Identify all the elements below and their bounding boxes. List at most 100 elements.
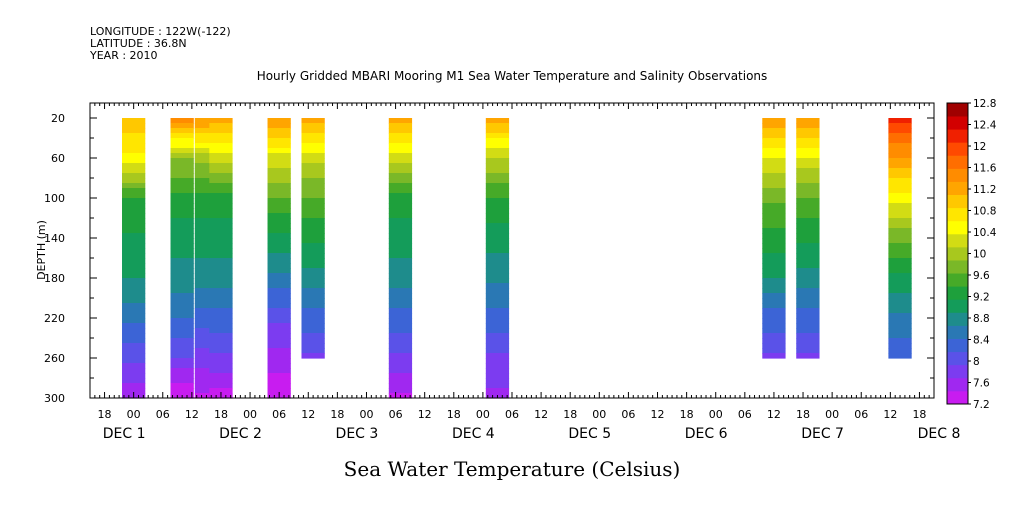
profile-cell xyxy=(122,218,146,224)
profile-cell xyxy=(170,388,194,394)
profile-cell xyxy=(485,258,510,264)
profile-cell xyxy=(301,143,325,149)
profile-cell xyxy=(267,133,291,139)
profile-cell xyxy=(301,283,325,289)
profile-cell xyxy=(888,213,912,219)
profile-cell xyxy=(170,253,194,259)
x-hour-label: 00 xyxy=(359,408,373,421)
profile-cell xyxy=(209,308,233,314)
profile-cell xyxy=(301,273,325,279)
x-hour-label: 12 xyxy=(883,408,897,421)
profile-cell xyxy=(762,168,786,174)
profile-cell xyxy=(267,188,291,194)
x-hour-label: 12 xyxy=(534,408,548,421)
profile-cell xyxy=(194,363,219,369)
profile-cell xyxy=(762,243,786,249)
profile-cell xyxy=(796,308,820,314)
x-hour-label: 18 xyxy=(563,408,577,421)
profile-cell xyxy=(209,153,233,159)
profile-cell xyxy=(122,323,146,329)
profile-cell xyxy=(796,198,820,204)
profile-cell xyxy=(209,163,233,169)
profile-cell xyxy=(194,148,219,154)
profile-cell xyxy=(796,123,820,129)
profile-cell xyxy=(301,258,325,264)
profile-cell xyxy=(170,308,194,314)
profile-cell xyxy=(170,313,194,319)
profile-cell xyxy=(796,213,820,219)
profile-cell xyxy=(796,313,820,319)
x-axis-title: Sea Water Temperature (Celsius) xyxy=(344,457,681,481)
profile-cell xyxy=(485,273,510,279)
colorbar-swatch xyxy=(947,155,968,169)
profile-cell xyxy=(170,348,194,354)
profile-cell xyxy=(267,178,291,184)
profile-cell xyxy=(762,313,786,319)
profile-cell xyxy=(485,193,510,199)
x-hour-label: 06 xyxy=(621,408,635,421)
profile-cell xyxy=(122,243,146,249)
profile-cell xyxy=(762,178,786,184)
y-tick-label: 100 xyxy=(44,192,65,205)
profile-cell xyxy=(485,203,510,209)
profile-cell xyxy=(388,268,413,274)
profile-cell xyxy=(194,158,219,164)
profile-cell xyxy=(388,248,413,254)
profile-cell xyxy=(485,213,510,219)
profile-cell xyxy=(388,363,413,369)
profile-cell xyxy=(796,173,820,179)
profile-cell xyxy=(388,233,413,239)
profile-cell xyxy=(267,263,291,269)
y-tick-label: 220 xyxy=(44,312,65,325)
profile-cell xyxy=(209,328,233,334)
profile-cell xyxy=(194,168,219,174)
x-hour-label: 18 xyxy=(98,408,112,421)
x-hour-label: 18 xyxy=(680,408,694,421)
colorbar-label: 12.4 xyxy=(973,120,997,132)
profile-cell xyxy=(485,343,510,349)
profile-cell xyxy=(267,368,291,374)
profile-cell xyxy=(388,348,413,354)
profile-cell xyxy=(796,138,820,144)
profile-columns xyxy=(122,118,912,399)
profile-cell xyxy=(122,273,146,279)
profile-cell xyxy=(888,278,912,284)
profile-cell xyxy=(122,278,146,284)
colorbar-label: 11.2 xyxy=(973,184,996,196)
profile-cell xyxy=(888,293,912,299)
profile-cell xyxy=(194,273,219,279)
profile-cell xyxy=(209,343,233,349)
profile-cell xyxy=(888,298,912,304)
profile-cell xyxy=(267,228,291,234)
profile-cell xyxy=(796,163,820,169)
profile-cell xyxy=(267,308,291,314)
colorbar: 7.2 7.6 8 8.4 8.8 9.2 9.6 10 10.4 10.8 11.2 11.6 12 1… xyxy=(946,98,997,411)
profile-cell xyxy=(209,128,233,134)
profile-cell xyxy=(209,143,233,149)
colorbar-swatch xyxy=(947,246,968,261)
profile-cell xyxy=(209,188,233,194)
profile-cell xyxy=(194,208,219,214)
profile-cell xyxy=(301,203,325,209)
y-tick-label: 180 xyxy=(44,272,65,285)
profile-cell xyxy=(388,323,413,329)
profile-cell xyxy=(762,133,786,139)
profile-cell xyxy=(267,238,291,244)
profile-cell xyxy=(762,118,786,124)
y-tick-label: 140 xyxy=(44,232,65,245)
profile-cell xyxy=(209,338,233,344)
profile-cell xyxy=(388,388,413,394)
profile-cell xyxy=(301,288,325,294)
profile-cell xyxy=(267,383,291,389)
profile-cell xyxy=(209,323,233,329)
colorbar-swatch xyxy=(947,351,968,366)
profile-cell xyxy=(209,283,233,289)
profile-column xyxy=(267,118,291,399)
profile-cell xyxy=(888,348,912,354)
profile-cell xyxy=(388,288,413,294)
profile-cell xyxy=(301,163,325,169)
profile-cell xyxy=(170,173,194,179)
profile-cell xyxy=(796,338,820,344)
profile-cell xyxy=(388,223,413,229)
profile-cell xyxy=(209,348,233,354)
